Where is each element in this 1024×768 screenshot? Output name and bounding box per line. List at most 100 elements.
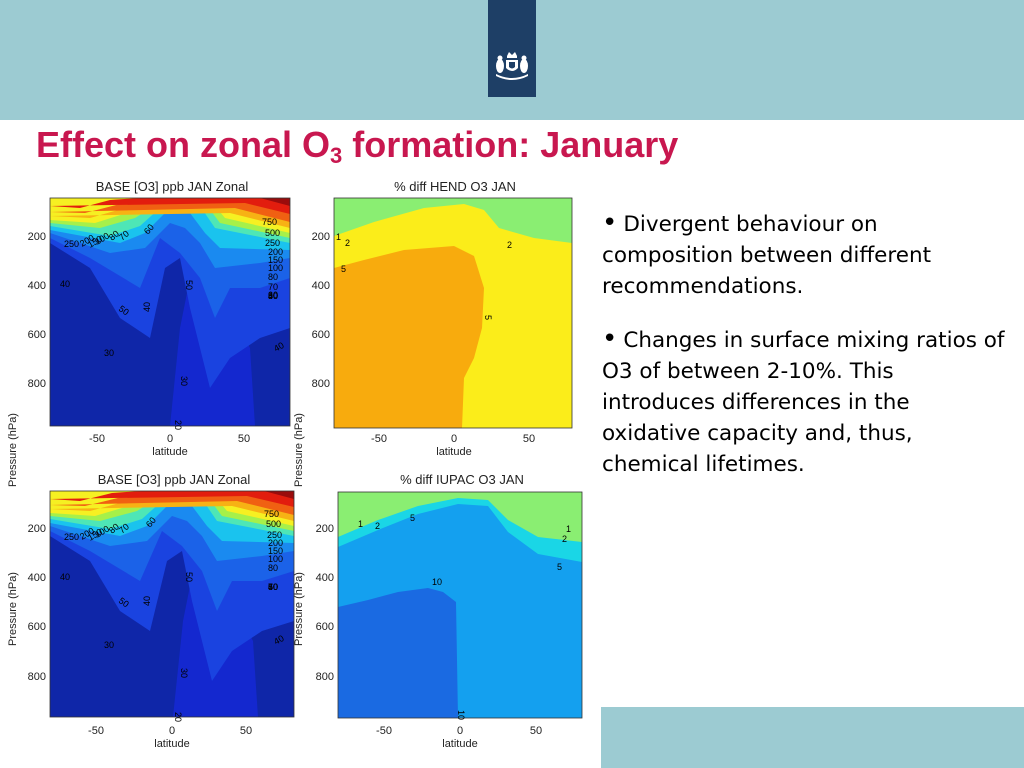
- y-tick: 800: [28, 378, 46, 390]
- contour-label: 500: [266, 519, 281, 529]
- contour-label: 70: [117, 228, 131, 242]
- contour-label: 200: [268, 538, 283, 548]
- y-tick: 800: [316, 671, 334, 683]
- y-tick: 800: [312, 378, 330, 390]
- x-axis-label: latitude: [436, 446, 471, 458]
- contour-label: 10: [456, 710, 466, 720]
- contour-label: 250: [267, 530, 282, 540]
- title-main: Effect on zonal O: [36, 124, 331, 165]
- contour-label: 30: [104, 640, 114, 650]
- contour-label: 80: [268, 563, 278, 573]
- x-tick: 0: [457, 725, 463, 737]
- contour-label: 40: [272, 340, 286, 354]
- contour-label: 40: [142, 596, 152, 606]
- x-tick: 50: [530, 725, 542, 737]
- contour-label: 30: [179, 668, 189, 678]
- contour-label: 2: [345, 238, 350, 248]
- footer-band: [601, 707, 1024, 768]
- contour-label: 750: [262, 217, 277, 227]
- y-tick: 400: [28, 572, 46, 584]
- y-tick: 400: [28, 280, 46, 292]
- contour-label: 30: [179, 376, 189, 386]
- contour-label: 50: [268, 582, 278, 592]
- contour-label: 100: [268, 554, 283, 564]
- contour-label: 2: [375, 521, 380, 531]
- contour-label: 50: [184, 280, 194, 290]
- contour-area: [333, 197, 573, 429]
- contour-label: 80: [107, 228, 121, 242]
- bullet-dot-icon: •: [602, 324, 618, 354]
- contour-label: 30: [104, 348, 114, 358]
- contour-label: 20: [173, 420, 183, 430]
- contour-label: 100: [268, 263, 283, 273]
- y-tick: 800: [28, 671, 46, 683]
- contour-label: 250: [265, 238, 280, 248]
- contour-label: 30: [268, 291, 278, 301]
- x-tick: -50: [89, 433, 105, 445]
- plot-title: BASE [O3] ppb JAN Zonal: [96, 179, 249, 194]
- x-tick: 0: [167, 433, 173, 445]
- x-tick: -50: [88, 725, 104, 737]
- contour-label: 150: [268, 546, 283, 556]
- plot-base-bottom: BASE [O3] ppb JAN Zonal Pressure (hPa) 2…: [0, 468, 300, 756]
- contour-label: 50: [268, 291, 278, 301]
- contour-label: 70: [117, 521, 131, 535]
- y-axis-label: Pressure (hPa): [7, 413, 19, 487]
- contour-label: 70: [268, 282, 278, 292]
- x-tick: 50: [238, 433, 250, 445]
- bullet-item: • Changes in surface mixing ratios of O3 …: [602, 324, 1012, 480]
- contour-label: 40: [60, 572, 70, 582]
- contour-area: [49, 490, 295, 718]
- contour-label: 2: [562, 534, 567, 544]
- x-tick: 50: [240, 725, 252, 737]
- x-tick: 50: [523, 433, 535, 445]
- contour-label: 1: [566, 524, 571, 534]
- contour-label: 50: [184, 572, 194, 582]
- x-tick: -50: [376, 725, 392, 737]
- y-tick: 600: [28, 329, 46, 341]
- y-tick: 600: [316, 621, 334, 633]
- contour-label: 80: [107, 521, 121, 535]
- contour-label: 40: [268, 582, 278, 592]
- plot-title: % diff IUPAC O3 JAN: [400, 472, 524, 487]
- contour-label: 40: [268, 291, 278, 301]
- x-axis-label: latitude: [154, 738, 189, 750]
- contour-label: 5: [341, 264, 346, 274]
- contour-label: 1: [336, 232, 341, 242]
- bullet-list: • Divergent behaviour on composition betw…: [602, 208, 1012, 502]
- crest-icon: [496, 52, 528, 80]
- contour-label: 20: [173, 712, 183, 722]
- x-tick: 0: [451, 433, 457, 445]
- bullet-text: Changes in surface mixing ratios of O3 o…: [602, 328, 1005, 477]
- contour-label: 5: [483, 315, 493, 320]
- contour-label: 500: [265, 228, 280, 238]
- y-axis-label: Pressure (hPa): [293, 413, 305, 487]
- bullet-item: • Divergent behaviour on composition betw…: [602, 208, 1012, 302]
- contour-label: 200: [268, 247, 283, 257]
- contour-label: 150: [268, 255, 283, 265]
- x-axis-label: latitude: [442, 738, 477, 750]
- y-tick: 400: [312, 280, 330, 292]
- plot-title: % diff HEND O3 JAN: [394, 179, 516, 194]
- y-tick: 400: [316, 572, 334, 584]
- y-tick: 600: [28, 621, 46, 633]
- y-axis-label: Pressure (hPa): [293, 572, 305, 646]
- contour-label: 40: [142, 302, 152, 312]
- contour-label: 2: [507, 240, 512, 250]
- contour-label: 60: [142, 222, 156, 236]
- title-subscript: 3: [330, 143, 343, 168]
- contour-label: 10: [432, 577, 442, 587]
- contour-label: 5: [557, 562, 562, 572]
- contour-area: [49, 197, 291, 427]
- contour-label: 80: [268, 272, 278, 282]
- contour-label: 60: [268, 290, 278, 300]
- contour-label: 1: [358, 519, 363, 529]
- bullet-dot-icon: •: [602, 208, 618, 238]
- bullet-text: Divergent behaviour on composition betwe…: [602, 212, 932, 299]
- y-tick: 200: [312, 231, 330, 243]
- title-rest: formation: January: [342, 124, 679, 165]
- y-tick: 200: [28, 523, 46, 535]
- contour-area: [337, 491, 583, 719]
